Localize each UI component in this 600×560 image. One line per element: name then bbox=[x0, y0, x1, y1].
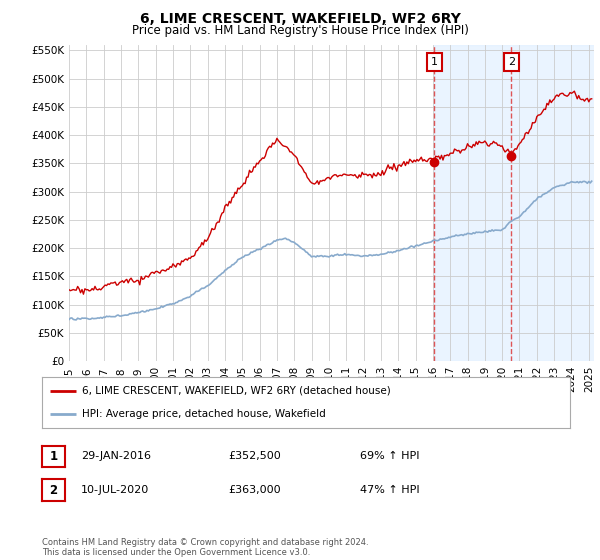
Text: 29-JAN-2016: 29-JAN-2016 bbox=[81, 451, 151, 461]
Bar bbox=[434, 45, 600, 361]
Text: 47% ↑ HPI: 47% ↑ HPI bbox=[360, 485, 419, 495]
Text: 1: 1 bbox=[49, 450, 58, 463]
Text: HPI: Average price, detached house, Wakefield: HPI: Average price, detached house, Wake… bbox=[82, 409, 325, 419]
Text: 10-JUL-2020: 10-JUL-2020 bbox=[81, 485, 149, 495]
Text: 69% ↑ HPI: 69% ↑ HPI bbox=[360, 451, 419, 461]
Text: 2: 2 bbox=[49, 483, 58, 497]
Text: Contains HM Land Registry data © Crown copyright and database right 2024.
This d: Contains HM Land Registry data © Crown c… bbox=[42, 538, 368, 557]
Text: 1: 1 bbox=[431, 57, 438, 67]
Text: £352,500: £352,500 bbox=[228, 451, 281, 461]
Text: Price paid vs. HM Land Registry's House Price Index (HPI): Price paid vs. HM Land Registry's House … bbox=[131, 24, 469, 37]
Text: 2: 2 bbox=[508, 57, 515, 67]
Text: 6, LIME CRESCENT, WAKEFIELD, WF2 6RY (detached house): 6, LIME CRESCENT, WAKEFIELD, WF2 6RY (de… bbox=[82, 386, 391, 396]
Text: 6, LIME CRESCENT, WAKEFIELD, WF2 6RY: 6, LIME CRESCENT, WAKEFIELD, WF2 6RY bbox=[140, 12, 460, 26]
Text: £363,000: £363,000 bbox=[228, 485, 281, 495]
